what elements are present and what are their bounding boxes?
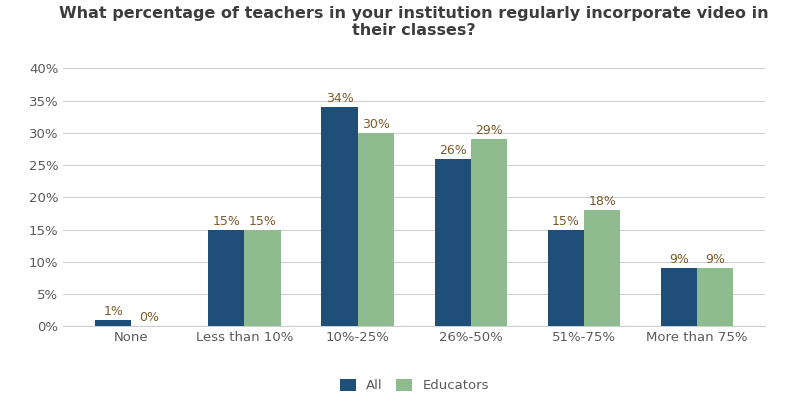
Bar xyxy=(471,139,507,326)
Bar xyxy=(584,210,620,326)
Text: 1%: 1% xyxy=(103,305,123,318)
Bar xyxy=(697,268,734,326)
Bar xyxy=(661,268,697,326)
Text: 26%: 26% xyxy=(439,144,466,157)
Bar xyxy=(321,107,357,326)
Text: 15%: 15% xyxy=(249,215,276,228)
Title: What percentage of teachers in your institution regularly incorporate video in
t: What percentage of teachers in your inst… xyxy=(59,6,769,38)
Text: 9%: 9% xyxy=(669,253,689,266)
Legend: All, Educators: All, Educators xyxy=(335,373,494,397)
Bar xyxy=(435,159,471,326)
Text: 15%: 15% xyxy=(552,215,580,228)
Text: 34%: 34% xyxy=(326,92,353,105)
Bar xyxy=(245,230,281,326)
Text: 0%: 0% xyxy=(140,311,159,324)
Text: 9%: 9% xyxy=(705,253,725,266)
Text: 15%: 15% xyxy=(212,215,241,228)
Bar xyxy=(208,230,245,326)
Text: 30%: 30% xyxy=(362,118,390,131)
Bar xyxy=(548,230,584,326)
Text: 18%: 18% xyxy=(588,195,616,208)
Bar xyxy=(357,133,394,326)
Bar xyxy=(95,320,131,326)
Text: 29%: 29% xyxy=(475,124,503,137)
